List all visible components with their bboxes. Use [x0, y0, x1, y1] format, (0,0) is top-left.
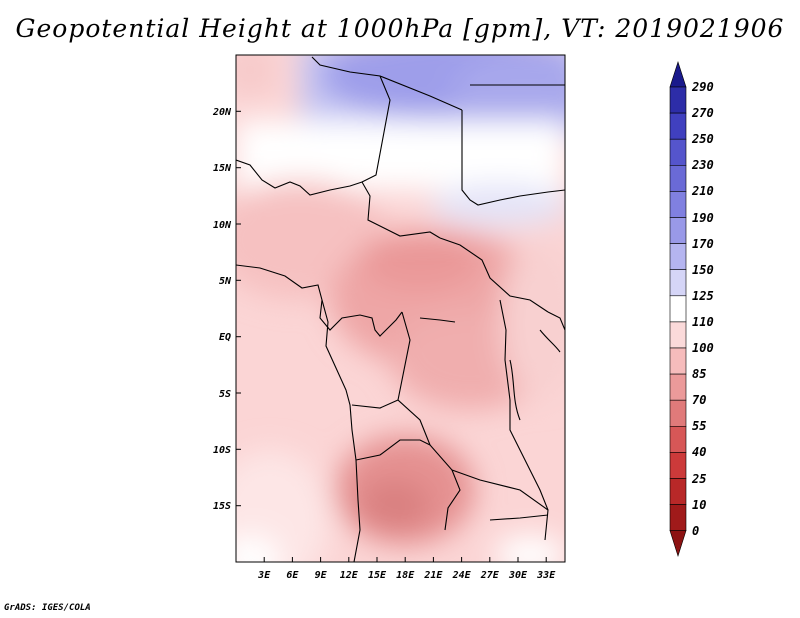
field-nw-pink — [236, 55, 275, 95]
lake-line — [419, 317, 456, 323]
colorbar-label: 110 — [692, 315, 714, 329]
field-east — [500, 240, 565, 400]
colorbar-label: 10 — [692, 498, 706, 512]
colorbar-label: 190 — [692, 211, 714, 225]
colorbar-labels: 290 270 250 230 210 190 170 150 125 110 … — [691, 80, 714, 538]
colorbar-label: 25 — [691, 472, 706, 486]
contour-field — [236, 55, 565, 562]
y-tick-label: 10S — [213, 445, 231, 456]
y-tick-label: EQ — [219, 332, 231, 343]
field-mozambique-white — [495, 535, 565, 562]
lake-tanganyika — [509, 359, 521, 421]
colorbar-segment — [669, 425, 687, 453]
colorbar-label: 230 — [691, 158, 714, 172]
colorbar-segment — [669, 86, 687, 114]
field-sahara-band — [236, 120, 565, 190]
border-zimbabwe — [489, 514, 549, 521]
field-kalahari-core — [360, 480, 430, 530]
y-tick-label: 10N — [213, 220, 232, 231]
colorbar-label: 270 — [691, 106, 714, 120]
x-tick-label: 3E — [257, 570, 271, 581]
border-drc-zambia — [397, 311, 461, 531]
colorbar-label: 40 — [692, 445, 706, 459]
colorbar-label: 125 — [692, 289, 714, 303]
field-sudan-light — [430, 183, 565, 227]
border-sahel — [236, 159, 441, 239]
border-libya — [379, 75, 463, 111]
colorbar-segment — [669, 243, 687, 271]
x-tick-label: 9E — [315, 570, 328, 581]
colorbar-label: 210 — [691, 184, 714, 198]
border-angola-north — [351, 399, 399, 409]
colorbar-segment — [669, 321, 687, 349]
border-east-rift — [499, 299, 549, 541]
border-mozambique — [451, 469, 549, 511]
coastline-guinea — [236, 264, 403, 337]
border-angola-east — [355, 439, 431, 461]
colorbar-label: 150 — [692, 263, 714, 277]
x-tick-label: 15E — [368, 570, 387, 581]
colorbar-label: 250 — [691, 132, 714, 146]
x-tick-label: 30E — [508, 570, 528, 581]
field-atlantic-south — [236, 450, 330, 562]
colorbar-segment — [669, 399, 687, 427]
colorbar-segment — [669, 504, 687, 532]
coastline-atlantic — [321, 299, 361, 562]
colorbar-label: 85 — [692, 367, 706, 381]
x-tick-label: 6E — [286, 570, 299, 581]
plot-frame — [235, 54, 566, 563]
lake-victoria — [539, 329, 561, 353]
colorbar-segment — [669, 452, 687, 479]
x-tick-label: 33E — [536, 570, 556, 581]
colorbar-label: 55 — [692, 419, 706, 433]
colorbar-label: 170 — [692, 237, 714, 251]
grads-credit: GrADS: IGES/COLA — [4, 603, 91, 613]
y-tick-label: 15S — [213, 501, 231, 512]
border-ethiopia — [547, 311, 565, 331]
y-tick-label: 15N — [213, 163, 232, 174]
colorbar-top-arrow — [669, 61, 687, 88]
colorbar-segment — [669, 347, 687, 375]
colorbar-segment — [669, 269, 687, 297]
y-axis-labels: 20N 15N 10N 5N EQ 5S 10S 15S — [212, 107, 232, 512]
colorbar-segment — [669, 191, 687, 218]
colorbar-segment — [669, 112, 687, 140]
map-title: Geopotential Height at 1000hPa [gpm], VT… — [15, 14, 785, 43]
y-tick-label: 5S — [219, 389, 231, 400]
colorbar-segment — [669, 295, 687, 323]
x-tick-label: 18E — [396, 570, 415, 581]
axis-ticks — [236, 110, 547, 562]
x-tick-label: 12E — [340, 570, 359, 581]
colorbar-label: 70 — [692, 393, 706, 407]
field-car — [360, 230, 480, 290]
colorbar-segment — [669, 478, 687, 505]
x-axis-labels: 3E 6E 9E 12E 15E 18E 21E 24E 27E 30E 33E — [257, 570, 556, 581]
colorbar-segment — [669, 138, 687, 166]
colorbar: 290 270 250 230 210 190 170 150 125 110 … — [669, 61, 714, 557]
colorbar-segment — [669, 373, 687, 401]
y-tick-label: 5N — [219, 276, 232, 287]
colorbar-segment — [669, 165, 687, 192]
x-tick-label: 27E — [480, 570, 500, 581]
border-sudan-egypt — [461, 110, 565, 206]
borders — [236, 56, 565, 562]
colorbar-label: 100 — [692, 341, 714, 355]
border-ss — [439, 237, 549, 313]
colorbar-bottom-arrow — [669, 530, 687, 557]
x-tick-label: 24E — [452, 570, 472, 581]
x-tick-label: 21E — [423, 570, 443, 581]
colorbar-label: 0 — [692, 524, 699, 538]
field-atlantic-white — [236, 535, 280, 562]
colorbar-label: 290 — [691, 80, 714, 94]
field-northeast — [450, 55, 565, 135]
colorbar-segment — [669, 217, 687, 244]
y-tick-label: 20N — [212, 107, 232, 118]
